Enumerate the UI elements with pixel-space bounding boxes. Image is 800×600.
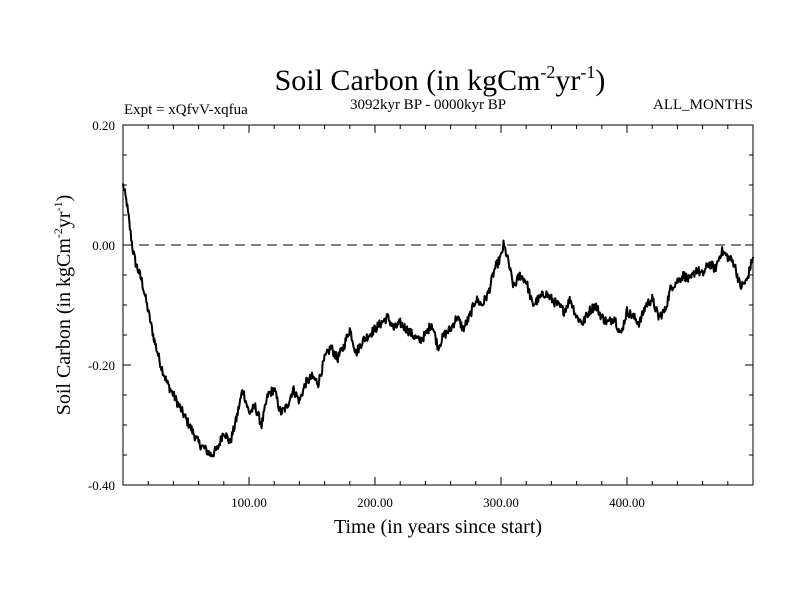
axis-ticks: -0.40 -0.20 0.00 0.20 100.00 200.00 300.00 400.… (88, 118, 754, 510)
x-tick-label: 300.00 (483, 495, 519, 510)
y-tick-label: -0.40 (88, 478, 115, 493)
ylabel-sup-2: -1 (51, 201, 65, 211)
experiment-label: Expt = xQfvV-xqfua (124, 102, 248, 118)
y-tick-label: 0.00 (92, 238, 115, 253)
ylabel-sup-1: -2 (51, 228, 65, 238)
x-tick-label: 400.00 (609, 495, 645, 510)
plot-frame (122, 124, 754, 486)
x-tick-label: 100.00 (231, 495, 267, 510)
months-label: ALL_MONTHS (653, 97, 753, 113)
x-axis-label: Time (in years since start) (334, 516, 542, 538)
ylabel-mid: yr (53, 211, 75, 228)
y-axis-label: Soil Carbon (in kgCm-2yr-1) (51, 195, 75, 416)
time-range-label: 3092kyr BP - 0000kyr BP (350, 97, 506, 113)
x-tick-label: 200.00 (357, 495, 393, 510)
title-main: Soil Carbon (in kgCm (275, 64, 541, 97)
title-end: ) (595, 64, 605, 97)
ylabel-end: ) (53, 195, 75, 202)
title-sup-1: -2 (540, 62, 555, 82)
title-mid: yr (555, 64, 580, 97)
title-sup-2: -1 (580, 62, 595, 82)
ylabel-main: Soil Carbon (in kgCm (53, 238, 75, 416)
y-tick-label: -0.20 (88, 358, 115, 373)
y-tick-label: 0.20 (92, 118, 115, 133)
series-line-soil-carbon (122, 183, 754, 458)
chart-title: Soil Carbon (in kgCm-2yr-1) (275, 62, 606, 97)
